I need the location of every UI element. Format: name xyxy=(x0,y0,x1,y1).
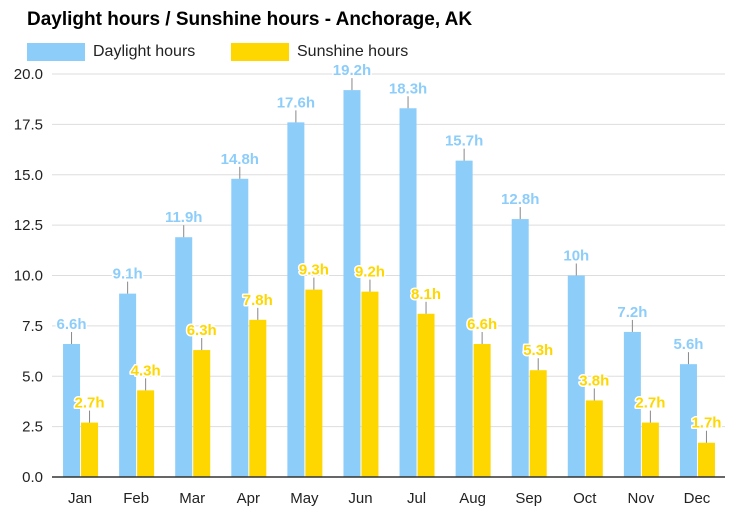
bar-daylight xyxy=(63,344,81,477)
bar-sunshine xyxy=(417,313,435,477)
data-label: 9.3h xyxy=(299,262,329,279)
data-label: 6.6h xyxy=(57,316,87,333)
x-tick-label: Aug xyxy=(459,490,486,507)
bar-daylight xyxy=(399,108,417,477)
bar-daylight xyxy=(343,90,361,478)
data-label: 12.8h xyxy=(501,191,539,208)
bar-daylight xyxy=(231,178,249,477)
y-tick-label: 12.5 xyxy=(14,217,43,234)
data-label: 3.8h xyxy=(579,372,609,389)
y-tick-label: 5.0 xyxy=(22,368,43,385)
x-tick-label: Apr xyxy=(237,490,260,507)
y-tick-label: 10.0 xyxy=(14,268,43,285)
chart-title: Daylight hours / Sunshine hours - Anchor… xyxy=(27,9,473,30)
legend-label: Sunshine hours xyxy=(297,43,409,60)
bar-sunshine xyxy=(641,422,659,477)
data-label: 5.3h xyxy=(523,342,553,359)
data-label: 17.6h xyxy=(277,94,315,111)
data-label: 1.7h xyxy=(691,415,721,432)
legend-label: Daylight hours xyxy=(93,43,196,60)
bar-sunshine xyxy=(81,422,99,477)
legend-sunshine[interactable]: Sunshine hours xyxy=(231,42,408,62)
data-label: 8.1h xyxy=(411,286,441,303)
bar-sunshine xyxy=(361,291,379,477)
data-label: 18.3h xyxy=(389,80,427,97)
x-tick-label: Dec xyxy=(684,490,711,507)
data-label: 9.2h xyxy=(355,264,385,281)
x-tick-label: Jun xyxy=(348,490,372,507)
y-tick-label: 17.5 xyxy=(14,116,43,133)
bar-daylight xyxy=(175,237,193,477)
x-tick-label: Nov xyxy=(628,490,655,507)
x-tick-label: Oct xyxy=(573,490,597,507)
y-tick-label: 2.5 xyxy=(22,419,43,436)
legend-swatch-sunshine xyxy=(231,43,289,61)
bar-daylight xyxy=(119,293,137,477)
bar-daylight xyxy=(511,219,529,477)
data-label: 6.3h xyxy=(187,322,217,339)
x-tick-label: May xyxy=(290,490,319,507)
data-label: 9.1h xyxy=(113,266,143,283)
data-label: 7.8h xyxy=(243,292,273,309)
data-label: 7.2h xyxy=(617,304,647,321)
bar-sunshine xyxy=(137,390,155,477)
bar-sunshine xyxy=(529,370,547,477)
data-label: 19.2h xyxy=(333,62,371,79)
bar-sunshine xyxy=(305,289,323,477)
data-label: 6.6h xyxy=(467,316,497,333)
bar-sunshine xyxy=(193,350,211,477)
bar-daylight xyxy=(287,122,305,478)
data-label: 4.3h xyxy=(131,362,161,379)
bar-sunshine xyxy=(585,400,603,477)
bar-daylight xyxy=(623,331,641,477)
y-tick-label: 7.5 xyxy=(22,318,43,335)
bar-sunshine xyxy=(697,442,715,477)
x-tick-label: Mar xyxy=(179,490,205,507)
bar-sunshine xyxy=(473,344,491,477)
y-tick-label: 0.0 xyxy=(22,469,43,486)
x-tick-label: Feb xyxy=(123,490,149,507)
data-label: 10h xyxy=(563,248,589,265)
y-tick-label: 20.0 xyxy=(14,66,43,83)
x-tick-label: Jan xyxy=(68,490,92,507)
bar-daylight xyxy=(679,364,697,477)
data-label: 2.7h xyxy=(75,395,105,412)
data-label: 14.8h xyxy=(221,151,259,168)
data-label: 11.9h xyxy=(165,209,203,226)
data-label: 5.6h xyxy=(673,336,703,353)
y-tick-label: 15.0 xyxy=(14,167,43,184)
x-tick-label: Sep xyxy=(515,490,542,507)
bar-daylight xyxy=(455,160,473,477)
bar-sunshine xyxy=(249,319,267,477)
bar-daylight xyxy=(567,275,585,477)
x-tick-label: Jul xyxy=(407,490,426,507)
legend-daylight[interactable]: Daylight hours xyxy=(27,42,195,62)
legend-swatch-daylight xyxy=(27,43,85,61)
data-label: 2.7h xyxy=(635,395,665,412)
data-label: 15.7h xyxy=(445,133,483,150)
